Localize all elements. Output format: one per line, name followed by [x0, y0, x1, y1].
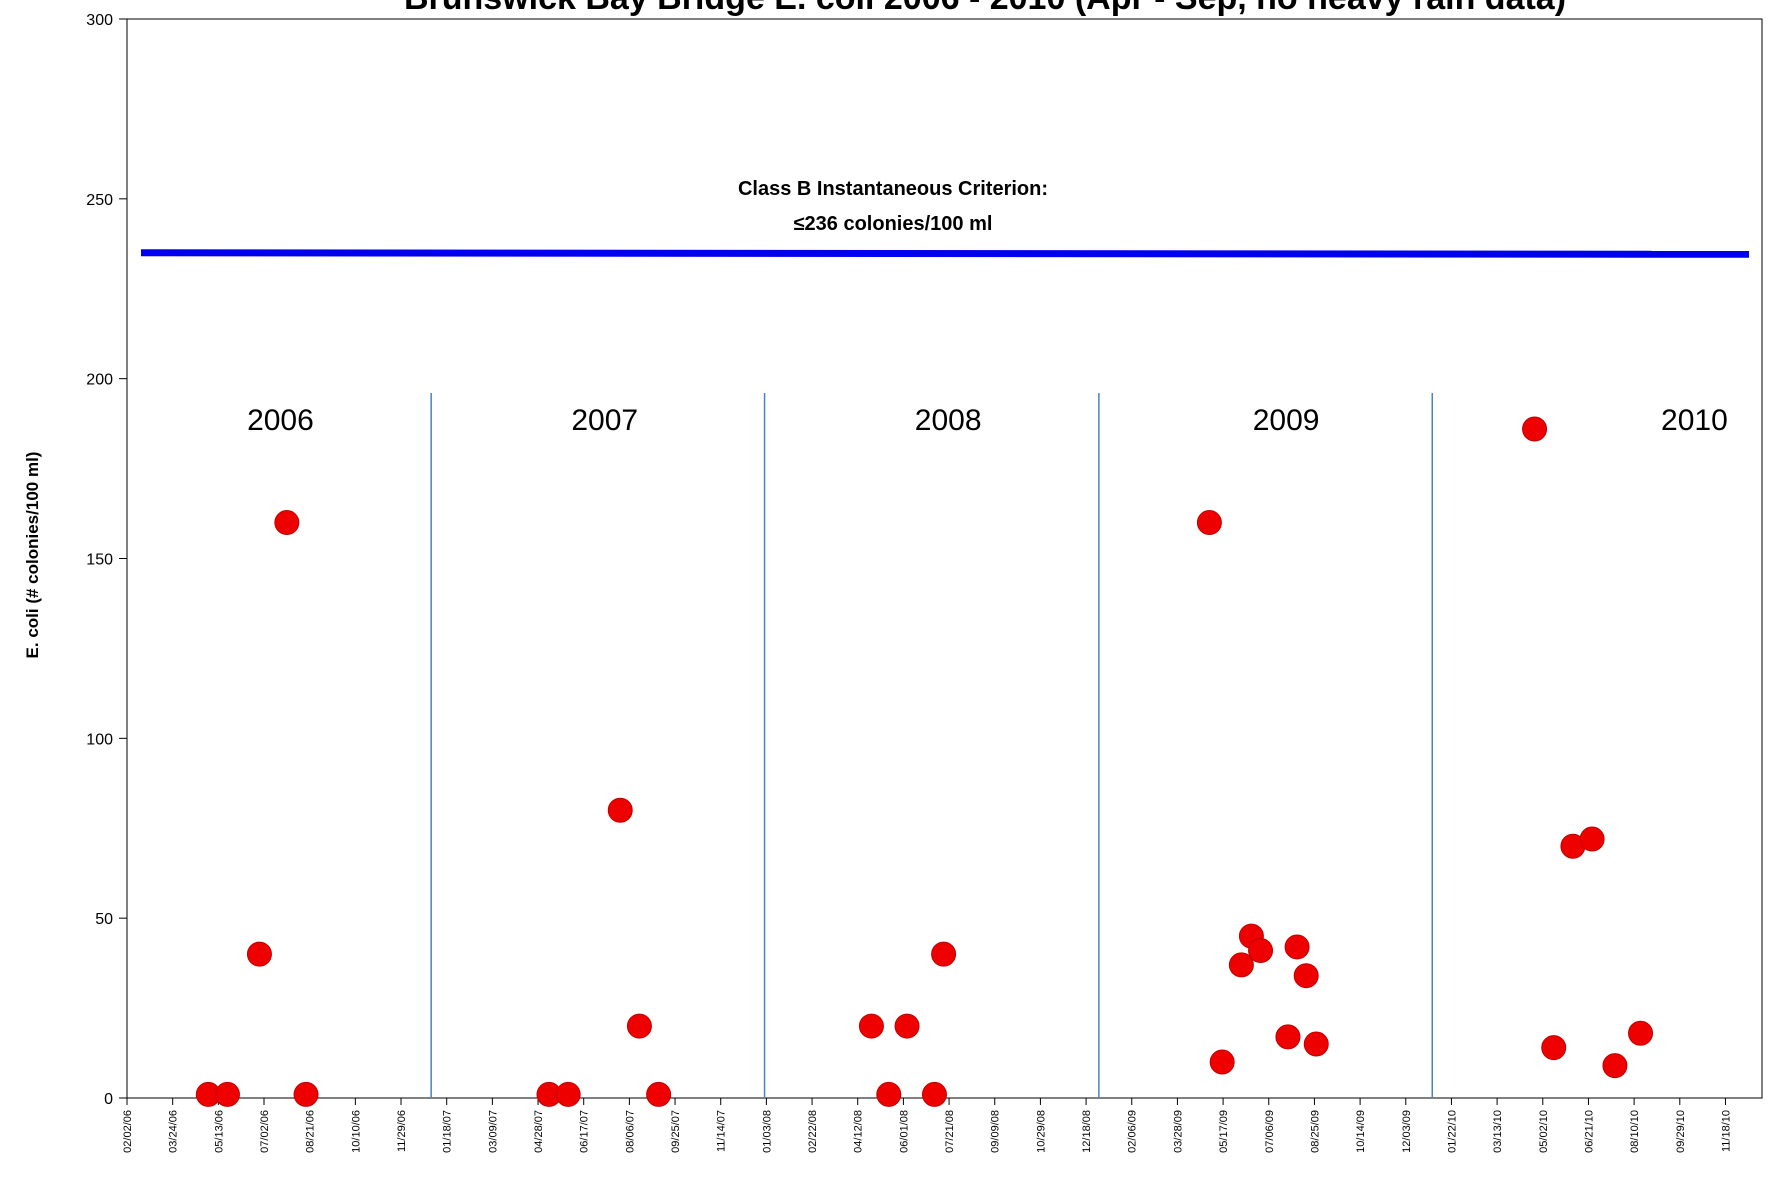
data-point [1541, 1035, 1567, 1061]
data-point [293, 1081, 319, 1107]
year-labels: 2006 2007 2008 2009 2010 [247, 404, 1728, 437]
year-label: 2010 [1661, 404, 1728, 437]
x-tick-label: 01/22/10 [1446, 1110, 1458, 1153]
x-tick-label: 09/29/10 [1675, 1110, 1687, 1153]
x-tick-label: 10/29/08 [1035, 1110, 1047, 1153]
x-tick-label: 10/14/09 [1355, 1110, 1367, 1153]
x-tick-label: 10/10/06 [350, 1110, 362, 1153]
x-tick-label: 01/18/07 [442, 1110, 454, 1153]
x-tick-label: 09/09/08 [990, 1110, 1002, 1153]
data-point [1522, 416, 1548, 442]
data-point [246, 941, 272, 967]
data-point [274, 510, 300, 536]
y-ticks: 0 50 100 150 200 250 300 [86, 12, 127, 1108]
x-tick-label: 06/17/07 [579, 1110, 591, 1153]
x-tick-label: 07/21/08 [944, 1110, 956, 1153]
y-tick-label: 50 [95, 911, 113, 928]
x-tick-label: 03/13/10 [1492, 1110, 1504, 1153]
data-points [195, 416, 1654, 1107]
x-tick-label: 06/01/08 [898, 1110, 910, 1153]
data-point [1284, 934, 1310, 960]
x-tick-label: 04/12/08 [853, 1110, 865, 1153]
y-tick-label: 200 [86, 372, 113, 389]
x-tick-label: 11/29/06 [396, 1110, 408, 1152]
x-tick-label: 12/03/09 [1401, 1110, 1413, 1153]
criterion-label-line1: Class B Instantaneous Criterion: [738, 178, 1048, 200]
data-point [858, 1013, 884, 1039]
data-point [646, 1081, 672, 1107]
x-tick-label: 11/14/07 [716, 1110, 728, 1152]
x-tick-label: 02/06/09 [1127, 1110, 1139, 1153]
x-tick-label: 04/28/07 [533, 1110, 545, 1153]
x-tick-label: 03/24/06 [168, 1110, 180, 1153]
data-point [921, 1081, 947, 1107]
data-point [1209, 1049, 1235, 1075]
data-point [1579, 826, 1605, 852]
year-label: 2009 [1253, 404, 1320, 437]
year-dividers [430, 393, 1434, 1098]
data-point [1196, 510, 1222, 536]
y-tick-label: 250 [86, 192, 113, 209]
data-point [555, 1081, 581, 1107]
criterion-group: Class B Instantaneous Criterion: ≤236 co… [140, 178, 1750, 258]
x-tick-label: 05/13/06 [213, 1110, 225, 1153]
data-point [607, 797, 633, 823]
x-ticks: 02/02/06 03/24/06 05/13/06 07/02/06 08/21/06… [122, 1098, 1732, 1153]
x-tick-label: 08/25/09 [1309, 1110, 1321, 1153]
x-tick-label: 05/02/10 [1538, 1110, 1550, 1153]
criterion-line [140, 249, 1750, 258]
data-point [1248, 938, 1274, 964]
data-point [1628, 1020, 1654, 1046]
x-tick-label: 09/25/07 [670, 1110, 682, 1153]
data-point [894, 1013, 920, 1039]
data-point [931, 941, 957, 967]
data-point [1293, 963, 1319, 989]
data-point [214, 1081, 240, 1107]
x-tick-label: 11/18/10 [1720, 1110, 1732, 1152]
data-point [1228, 952, 1254, 978]
year-label: 2008 [915, 404, 982, 437]
x-tick-label: 02/02/06 [122, 1110, 134, 1153]
x-tick-label: 07/06/09 [1264, 1110, 1276, 1153]
x-tick-label: 07/02/06 [259, 1110, 271, 1153]
x-tick-label: 02/22/08 [807, 1110, 819, 1153]
year-label: 2007 [571, 404, 638, 437]
y-tick-label: 0 [104, 1091, 113, 1108]
y-tick-label: 100 [86, 731, 113, 748]
x-tick-label: 08/06/07 [624, 1110, 636, 1153]
data-point [1602, 1053, 1628, 1079]
x-tick-label: 03/28/09 [1172, 1110, 1184, 1153]
data-point [1303, 1031, 1329, 1057]
data-point [1275, 1024, 1301, 1050]
y-tick-label: 300 [86, 12, 113, 29]
chart-title: Brunswick Bay Bridge E. coli 2006 - 2010… [404, 0, 1566, 17]
x-tick-label: 03/09/07 [487, 1110, 499, 1153]
x-tick-label: 05/17/09 [1218, 1110, 1230, 1153]
criterion-label-line2: ≤236 colonies/100 ml [794, 213, 993, 235]
x-tick-label: 06/21/10 [1583, 1110, 1595, 1153]
x-tick-label: 01/03/08 [761, 1110, 773, 1153]
x-tick-label: 08/21/06 [305, 1110, 317, 1153]
y-axis-label: E. coli (# colonies/100 ml) [23, 452, 42, 659]
year-label: 2006 [247, 404, 314, 437]
data-point [876, 1081, 902, 1107]
x-tick-label: 12/18/08 [1081, 1110, 1093, 1153]
y-tick-label: 150 [86, 552, 113, 569]
x-tick-label: 08/10/10 [1629, 1110, 1641, 1153]
data-point [626, 1013, 652, 1039]
